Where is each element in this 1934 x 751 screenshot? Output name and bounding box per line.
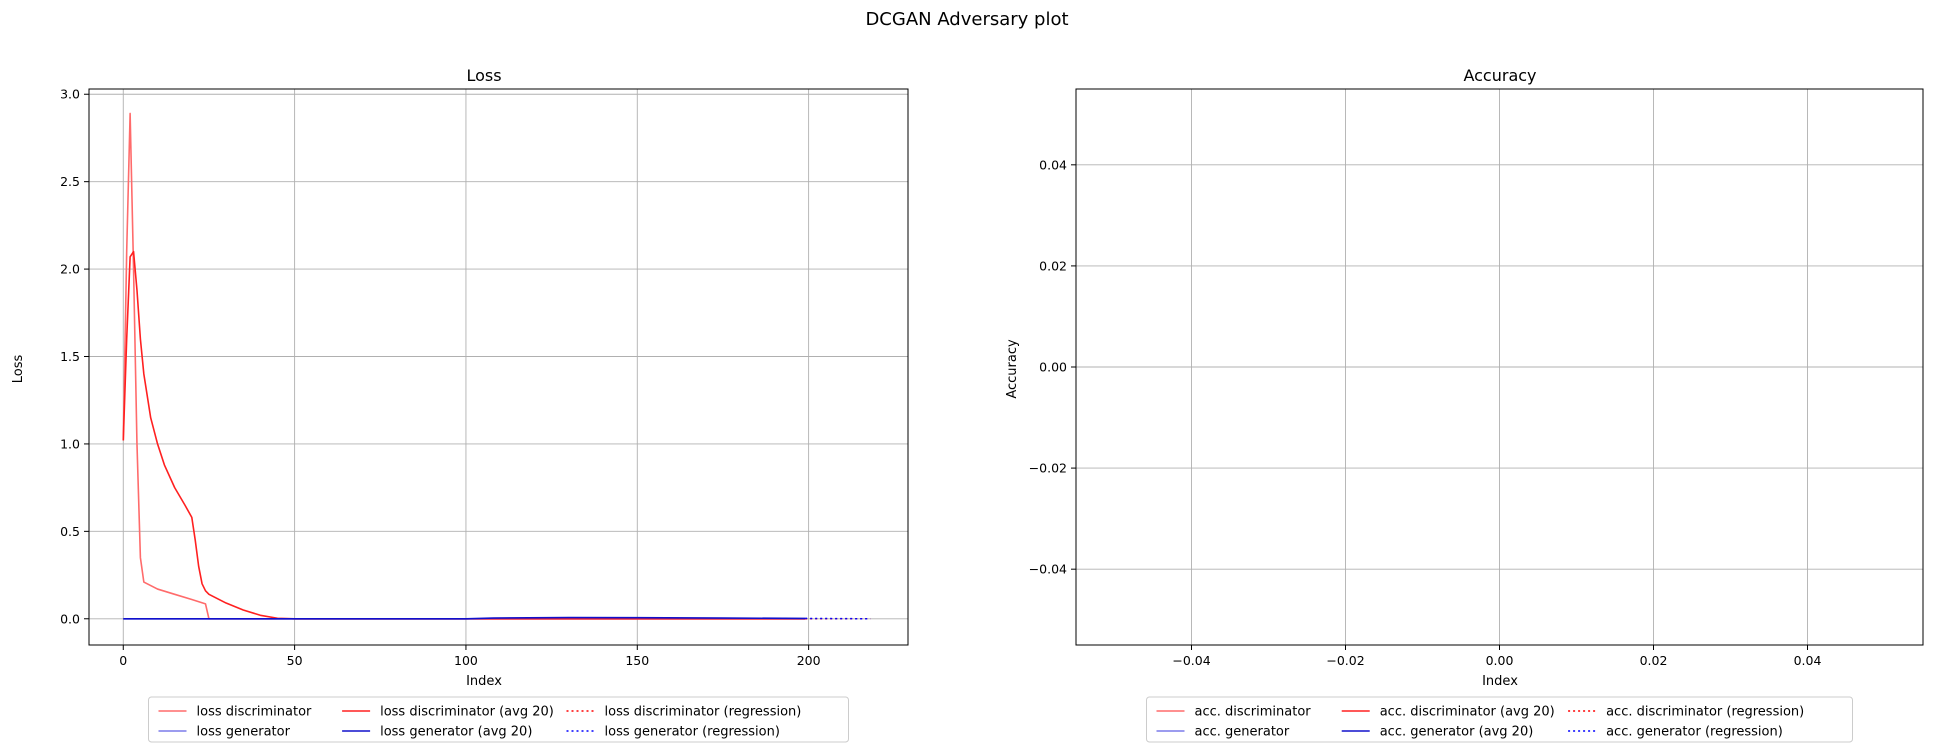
- loss-series-line-2: [122, 250, 806, 620]
- loss-y-tick-label: 2.5: [60, 174, 80, 189]
- accuracy-x-tick-label: 0.02: [1640, 653, 1668, 668]
- loss-legend-label: loss discriminator (avg 20): [380, 705, 554, 720]
- loss-y-tick-label: 0.0: [60, 611, 80, 626]
- loss-legend: [148, 696, 849, 743]
- accuracy-legend-label: acc. generator (regression): [1606, 725, 1783, 740]
- accuracy-x-axis-label: Index: [1482, 674, 1518, 689]
- loss-legend-label: loss generator: [197, 725, 291, 740]
- loss-x-axis-label: Index: [466, 674, 502, 689]
- loss-legend-label: loss generator (avg 20): [380, 725, 532, 740]
- accuracy-y-tick-label: 0.00: [1039, 360, 1067, 375]
- accuracy-y-axis-label: Accuracy: [1005, 339, 1020, 399]
- loss-x-tick-label: 50: [287, 653, 303, 668]
- loss-y-tick-label: 1.5: [60, 349, 80, 364]
- loss-legend-label: loss generator (regression): [605, 725, 780, 740]
- accuracy-x-tick-label: 0.04: [1794, 653, 1822, 668]
- accuracy-y-tick-label: 0.02: [1039, 258, 1067, 273]
- accuracy-y-tick-label: −0.04: [1029, 562, 1067, 577]
- loss-y-tick-label: 3.0: [60, 87, 80, 102]
- loss-chart: Loss Index Loss 0 50 100 150 200 0.0 0.5 1.0 1.5…: [11, 66, 909, 743]
- loss-legend-label: loss discriminator: [197, 705, 313, 720]
- loss-x-tick-label: 0: [119, 653, 127, 668]
- accuracy-chart-title: Accuracy: [1463, 66, 1536, 85]
- loss-chart-title: Loss: [466, 66, 501, 85]
- accuracy-chart: Accuracy Index Accuracy −0.04 −0.02 0.00 0.…: [1005, 66, 1924, 743]
- loss-series-line-0: [122, 112, 806, 620]
- accuracy-x-tick-label: −0.02: [1326, 653, 1364, 668]
- accuracy-legend-label: acc. discriminator (avg 20): [1380, 705, 1555, 720]
- loss-legend-label: loss discriminator (regression): [605, 705, 802, 720]
- accuracy-y-tick-label: −0.02: [1029, 461, 1067, 476]
- loss-x-tick-label: 200: [797, 653, 821, 668]
- loss-x-tick-label: 100: [454, 653, 478, 668]
- accuracy-legend-label: acc. generator: [1195, 725, 1290, 740]
- loss-y-tick-label: 0.5: [60, 524, 80, 539]
- figure-title: DCGAN Adversary plot: [865, 9, 1068, 30]
- accuracy-x-tick-label: −0.04: [1172, 653, 1210, 668]
- loss-series-line-3: [123, 616, 806, 620]
- accuracy-legend: [1146, 696, 1853, 743]
- accuracy-legend-label: acc. discriminator (regression): [1606, 705, 1804, 720]
- accuracy-legend-label: acc. generator (avg 20): [1380, 725, 1534, 740]
- loss-y-tick-label: 2.0: [60, 262, 80, 277]
- loss-x-tick-label: 150: [625, 653, 649, 668]
- loss-plot-frame: [88, 88, 909, 646]
- loss-y-axis-label: Loss: [11, 355, 26, 384]
- accuracy-y-tick-label: 0.04: [1039, 157, 1067, 172]
- loss-y-tick-label: 1.0: [60, 436, 80, 451]
- accuracy-legend-label: acc. discriminator: [1195, 705, 1312, 720]
- accuracy-x-tick-label: 0.00: [1486, 653, 1514, 668]
